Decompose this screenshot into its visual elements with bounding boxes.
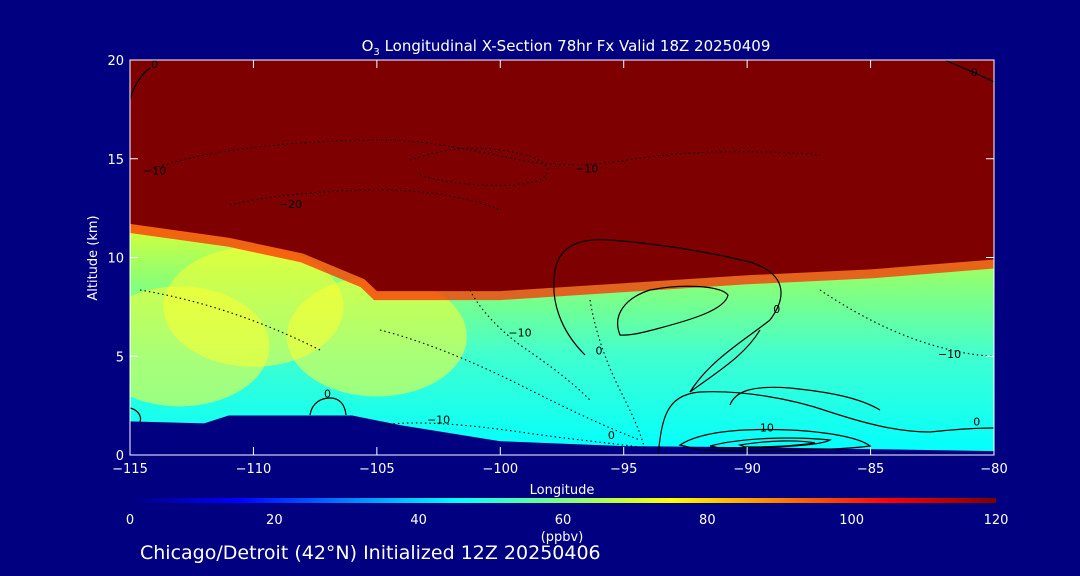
tropopause-transition-band (130, 218, 994, 301)
contour-label-11: 0 (973, 415, 980, 428)
contour-0-upper-right (944, 60, 994, 83)
colorbar-tick-label-4: 80 (699, 513, 716, 528)
colorbar-scale (130, 498, 996, 503)
contour-dotted-vert (589, 299, 646, 451)
x-tick-label-3: −100 (482, 462, 518, 477)
contour-label-7: 0 (773, 303, 780, 316)
contour-dotted-left (139, 289, 321, 351)
contour-0-small-bump (309, 397, 347, 416)
footer-init-info: Chicago/Detroit (42°N) Initialized 12Z 2… (140, 542, 601, 564)
contour-0-lower-mid (657, 391, 994, 455)
colorbar-tick-label-5: 100 (839, 513, 864, 528)
x-tick-label-4: −95 (610, 462, 637, 477)
contour-label-8: 0 (324, 388, 331, 401)
contour-label-1: 0 (971, 66, 978, 79)
colorbar-tick-label-6: 120 (984, 513, 1009, 528)
y-axis: 0 5 10 15 20 (107, 54, 994, 464)
x-tick-label-5: −90 (733, 462, 760, 477)
x-axis: −115 −110 −105 −100 −95 −90 −85 −80 (112, 60, 1008, 477)
contour-label-10: 10 (760, 421, 774, 434)
x-tick-label-6: −85 (857, 462, 884, 477)
contour-0-loop-large (553, 239, 782, 393)
y-axis-label: Altitude (km) (86, 215, 101, 300)
terrain-mask (130, 415, 994, 455)
contour-0-left-edge (130, 407, 142, 423)
contour-10-inner-2 (709, 437, 832, 449)
contour-label-12: −10 (938, 348, 961, 361)
y-tick-label-0: 0 (116, 449, 124, 464)
contour-label-13: 0 (608, 429, 615, 442)
colorbar-tick-label-2: 40 (410, 513, 427, 528)
contour-neg-10-upper (149, 139, 821, 171)
high-ozone-core-2 (130, 286, 270, 407)
chart-title: O3 Longitudinal X-Section 78hr Fx Valid … (362, 37, 771, 58)
contour-neg-20-upper (229, 189, 501, 211)
colorbar-tick-label-0: 0 (126, 513, 134, 528)
contour-label-2: −10 (143, 165, 166, 178)
contour-label-3: −20 (279, 198, 302, 211)
colorbar-tick-label-1: 20 (266, 513, 283, 528)
contour-label-0: 0 (151, 58, 158, 71)
contour-label-4: −10 (575, 163, 598, 176)
contour-0-upper-right-mid (729, 386, 881, 411)
contour-0-loop-inner (617, 285, 729, 336)
contour-label-6: 0 (596, 344, 603, 357)
colorbar-label: (ppbv) (541, 530, 584, 545)
contour-neg-10-right-2 (819, 289, 994, 357)
x-tick-label-2: −105 (359, 462, 395, 477)
x-tick-label-7: −80 (980, 462, 1007, 477)
colorbar: 0 20 40 60 80 100 120 (ppbv) (126, 498, 1009, 545)
y-tick-label-2: 10 (107, 252, 124, 267)
x-tick-label-1: −110 (236, 462, 272, 477)
contour-10-inner-1 (678, 428, 872, 452)
x-tick-label-0: −115 (112, 462, 148, 477)
contour-10-inner-3 (737, 440, 816, 448)
high-ozone-core-1 (286, 276, 467, 397)
y-tick-label-3: 15 (107, 153, 124, 168)
contour-label-5: −10 (508, 327, 531, 340)
colorbar-tick-label-3: 60 (555, 513, 572, 528)
y-tick-label-4: 20 (107, 54, 124, 69)
plot-area: 0 0 −10 −20 −10 −10 0 0 0 −10 10 0 −10 0 (130, 58, 994, 455)
y-tick-label-1: 5 (116, 350, 124, 365)
contour-label-9: −10 (427, 413, 450, 426)
contour-neg-10-lower-2 (379, 422, 641, 448)
contour-0-upper-left (130, 67, 151, 101)
contour-neg-10-right (409, 147, 549, 186)
stratospheric-ozone-region (130, 60, 994, 292)
x-axis-label: Longitude (530, 483, 595, 498)
